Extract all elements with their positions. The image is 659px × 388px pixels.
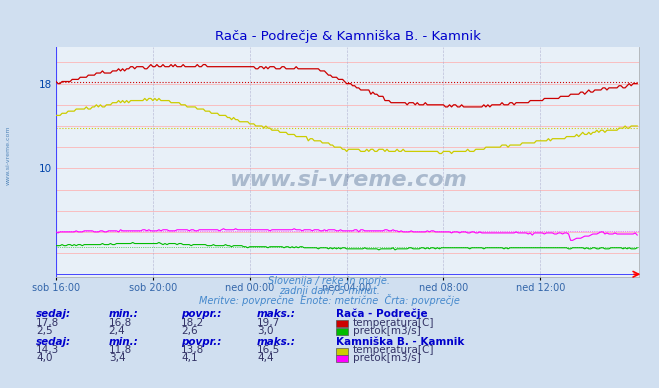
Text: 17,8: 17,8 [36,318,59,328]
Text: 3,0: 3,0 [257,326,273,336]
Text: min.:: min.: [109,336,138,346]
Text: 2,5: 2,5 [36,326,53,336]
Text: temperatura[C]: temperatura[C] [353,345,434,355]
Text: 11,8: 11,8 [109,345,132,355]
Text: 18,2: 18,2 [181,318,204,328]
Text: Slovenija / reke in morje.: Slovenija / reke in morje. [268,276,391,286]
Text: pretok[m3/s]: pretok[m3/s] [353,353,420,363]
Text: Kamniška B. - Kamnik: Kamniška B. - Kamnik [336,336,465,346]
Text: 2,4: 2,4 [109,326,125,336]
Text: zadnji dan / 5 minut.: zadnji dan / 5 minut. [279,286,380,296]
Text: sedaj:: sedaj: [36,336,71,346]
Text: 4,1: 4,1 [181,353,198,363]
Text: 16,8: 16,8 [109,318,132,328]
Text: www.si-vreme.com: www.si-vreme.com [6,125,11,185]
Text: maks.:: maks.: [257,336,296,346]
Text: www.si-vreme.com: www.si-vreme.com [229,170,467,191]
Text: 14,3: 14,3 [36,345,59,355]
Text: Rača - Podrečje: Rača - Podrečje [336,309,428,319]
Text: 4,4: 4,4 [257,353,273,363]
Text: sedaj:: sedaj: [36,309,71,319]
Text: maks.:: maks.: [257,309,296,319]
Text: povpr.:: povpr.: [181,336,221,346]
Title: Rača - Podrečje & Kamniška B. - Kamnik: Rača - Podrečje & Kamniška B. - Kamnik [215,29,480,43]
Text: 4,0: 4,0 [36,353,53,363]
Text: pretok[m3/s]: pretok[m3/s] [353,326,420,336]
Text: temperatura[C]: temperatura[C] [353,318,434,328]
Text: povpr.:: povpr.: [181,309,221,319]
Text: 19,7: 19,7 [257,318,280,328]
Text: 2,6: 2,6 [181,326,198,336]
Text: min.:: min.: [109,309,138,319]
Text: Meritve: povprečne  Enote: metrične  Črta: povprečje: Meritve: povprečne Enote: metrične Črta:… [199,294,460,306]
Text: 3,4: 3,4 [109,353,125,363]
Text: 16,5: 16,5 [257,345,280,355]
Text: 13,8: 13,8 [181,345,204,355]
